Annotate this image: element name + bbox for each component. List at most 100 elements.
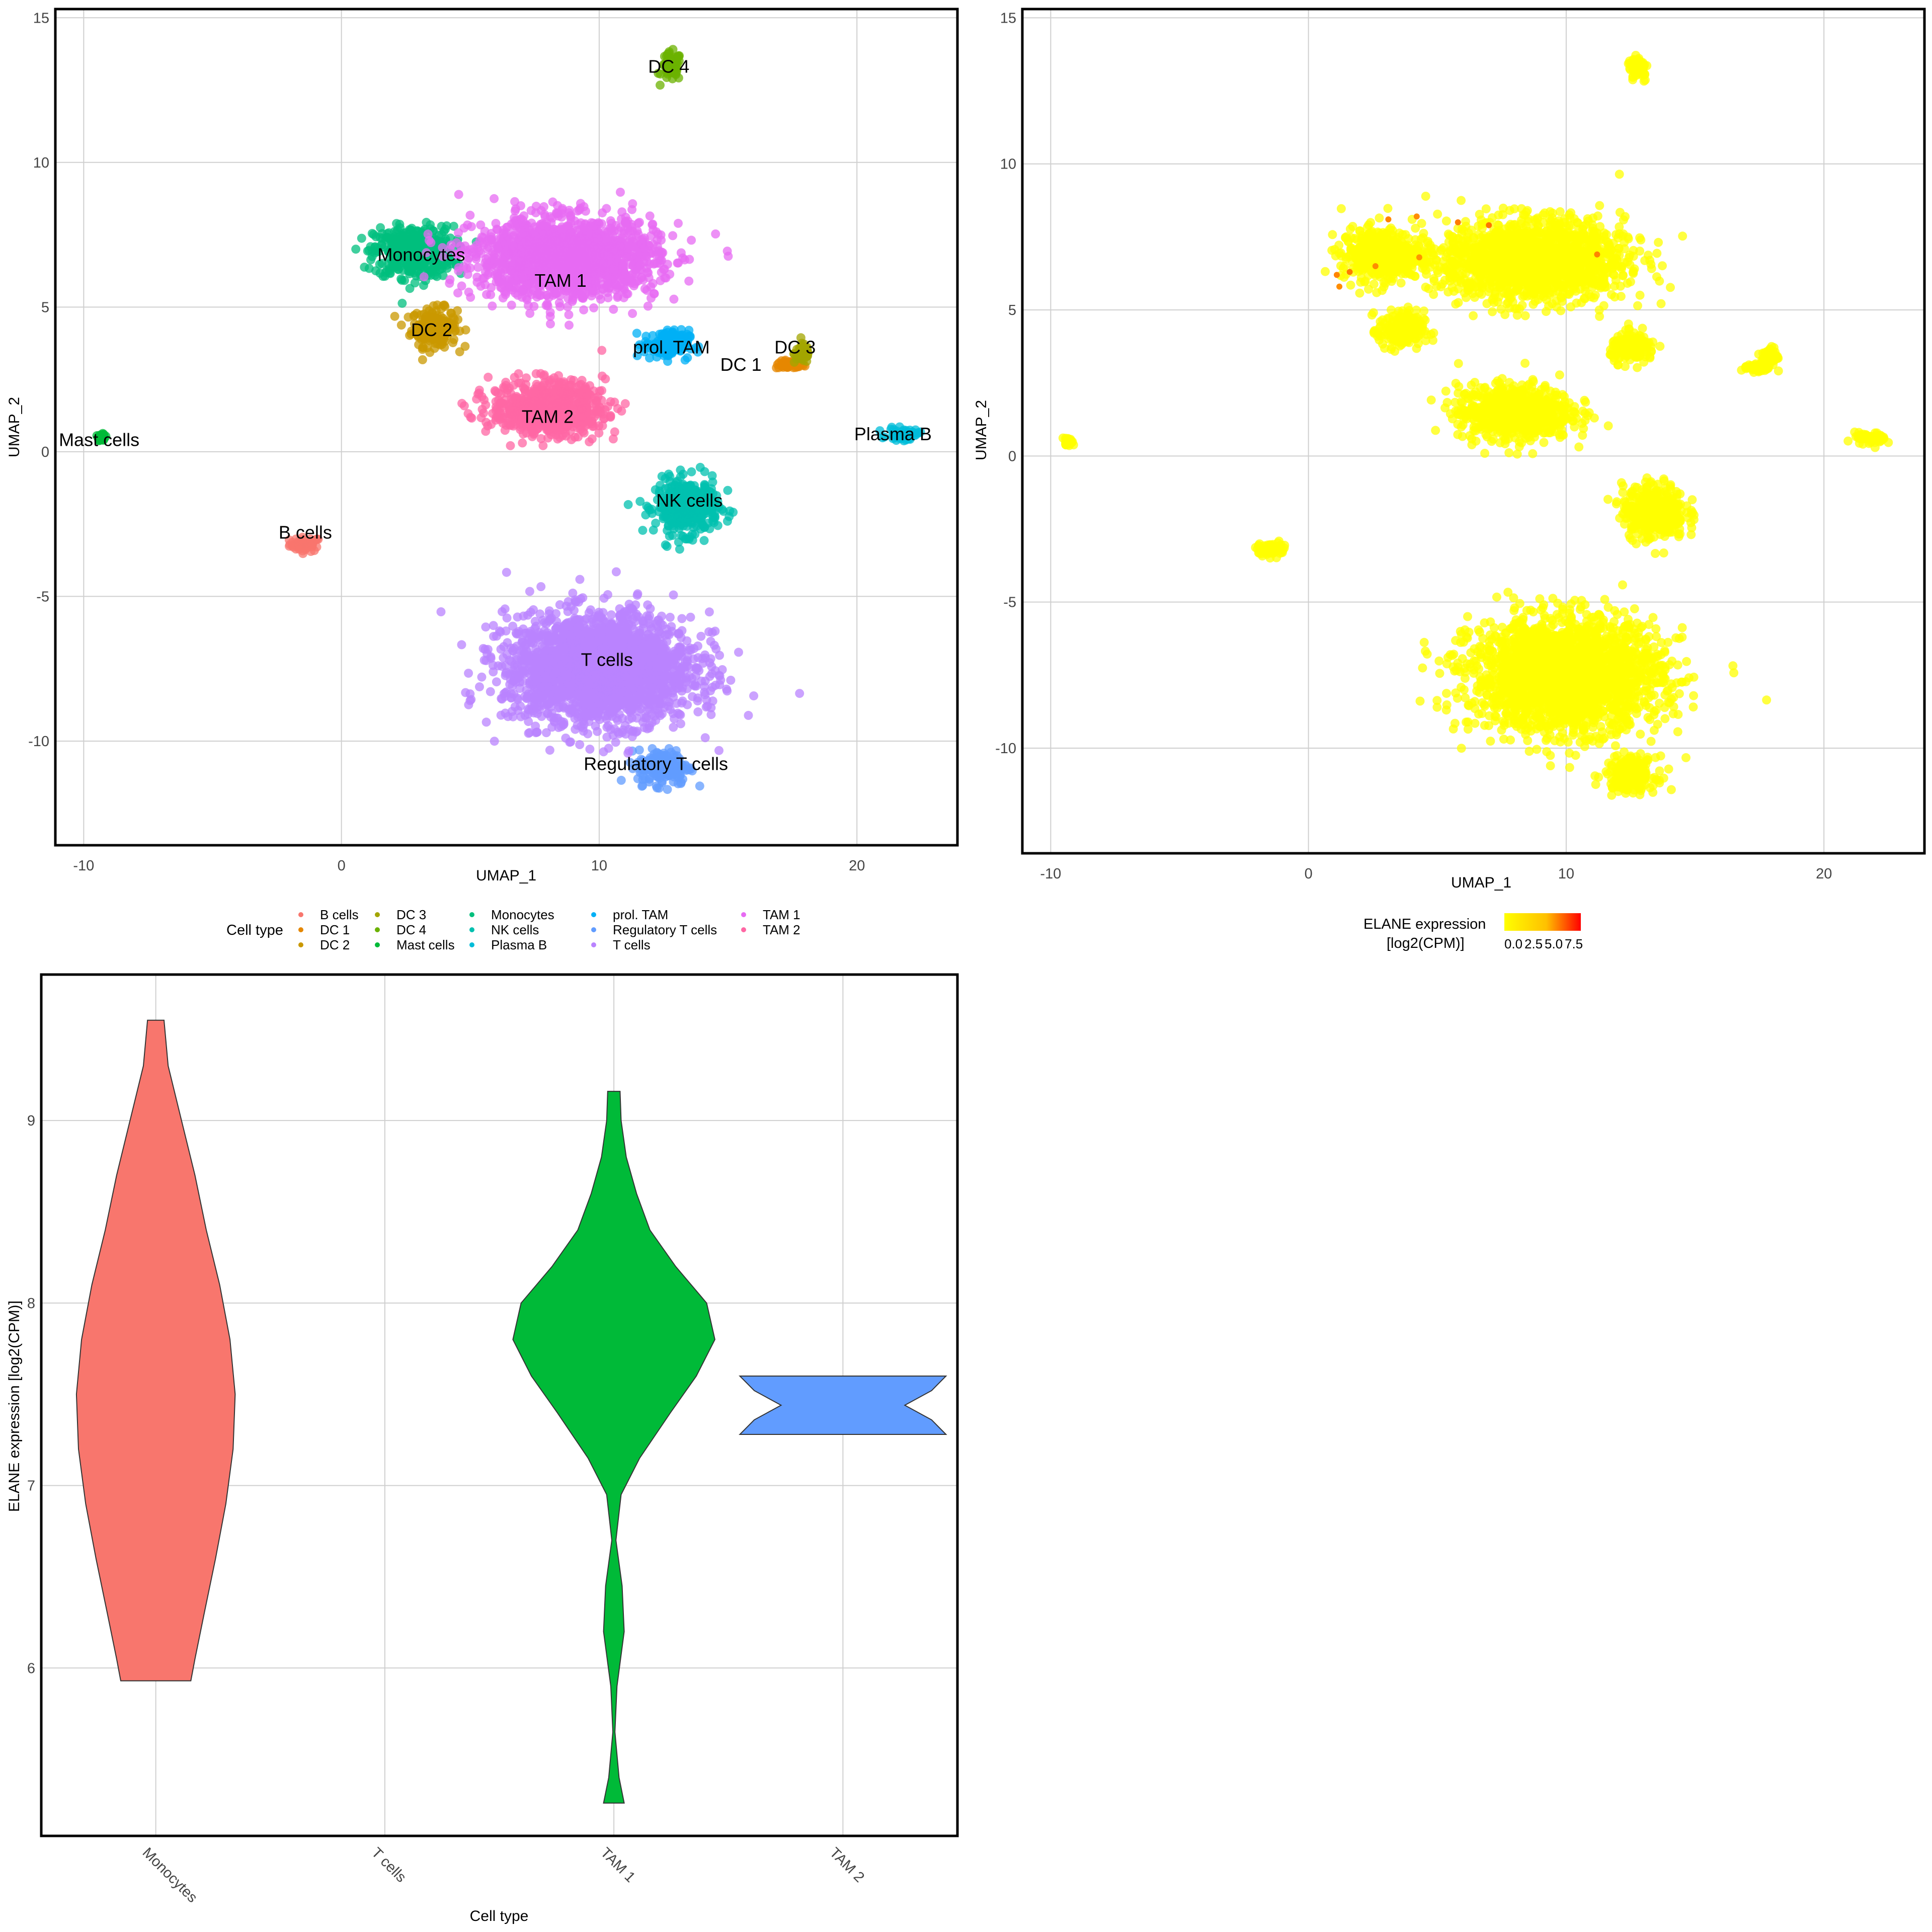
cell-point [695,781,704,791]
cell-point [436,607,446,616]
cell-point [715,651,725,660]
cell-point [690,680,700,689]
cell-point [551,609,561,618]
cell-point [416,310,426,319]
cell-point [622,638,632,648]
cell-point [609,304,618,314]
cell-point [448,338,458,348]
cell-point [411,325,421,335]
cell-point [425,348,435,357]
cluster-points-b-cells [284,532,323,558]
cell-point [439,226,449,236]
cell-point [611,704,621,713]
cell-point [613,728,623,737]
cell-point [536,649,546,659]
cell-point [689,644,699,653]
cell-point [535,666,545,676]
cell-point [405,284,415,293]
cell-point [693,707,703,716]
cell-point [542,700,552,710]
cell-point [549,636,559,646]
cell-point [600,677,609,687]
cell-point [654,708,664,718]
cell-point [502,568,511,577]
cell-point [616,188,625,197]
cell-point [395,219,405,229]
cell-point [674,218,683,228]
cell-point [453,306,462,315]
cell-point [645,211,655,221]
cell-point [500,604,510,614]
cell-point [419,281,428,290]
cell-point [508,681,517,691]
cell-point [465,696,475,705]
cell-point [357,233,366,243]
cell-point [435,340,445,350]
cell-point [596,621,606,631]
cell-point [555,600,565,609]
cell-point [802,357,812,366]
cell-point [671,52,680,62]
cell-point [629,671,639,681]
cell-point [700,480,709,490]
cell-point [532,728,541,737]
cell-point [390,311,399,321]
cell-point [455,347,464,357]
cell-point [700,688,709,697]
cell-point [527,631,536,640]
cell-point [535,657,545,667]
cell-point [653,783,662,793]
cell-point [566,617,576,627]
cell-point [615,683,625,692]
cell-point [699,536,709,545]
cell-point [478,644,488,653]
cell-point [497,694,507,704]
cell-point [637,669,647,679]
cell-point [631,728,641,737]
cell-point [688,535,697,545]
cell-point [665,531,674,541]
cell-point [541,728,551,738]
cell-point [420,335,429,344]
cell-point [514,670,523,680]
cell-point [647,663,657,673]
cell-point [575,575,585,584]
cell-point [552,617,561,626]
cell-point [693,696,702,706]
cell-point [568,705,577,714]
cell-point [396,320,406,330]
cell-point [700,733,710,743]
cell-point [502,613,512,623]
cell-point [668,66,678,76]
cell-point [707,682,717,692]
cell-point [591,721,600,731]
cell-point [565,320,574,330]
cell-point [544,664,553,673]
cell-point [542,619,551,628]
cell-point [412,271,421,281]
cell-point [442,264,452,273]
cell-point [675,643,685,653]
cell-point [414,340,424,349]
cell-point [701,702,711,712]
cell-point [665,697,674,707]
cell-point [475,682,484,692]
cell-point [744,710,753,720]
cell-point [646,688,655,697]
cell-point [695,462,705,472]
cell-point [607,623,616,633]
cell-point [503,638,512,648]
cell-point [667,519,677,528]
cell-point [628,606,638,615]
cell-point [726,676,736,685]
cell-point [413,226,422,235]
cell-point [734,648,743,657]
umap-celltype-points [92,45,925,794]
cell-point [616,775,626,785]
cell-point [571,597,581,607]
cell-point [351,245,361,254]
cell-point [488,301,497,311]
cell-point [633,589,642,599]
